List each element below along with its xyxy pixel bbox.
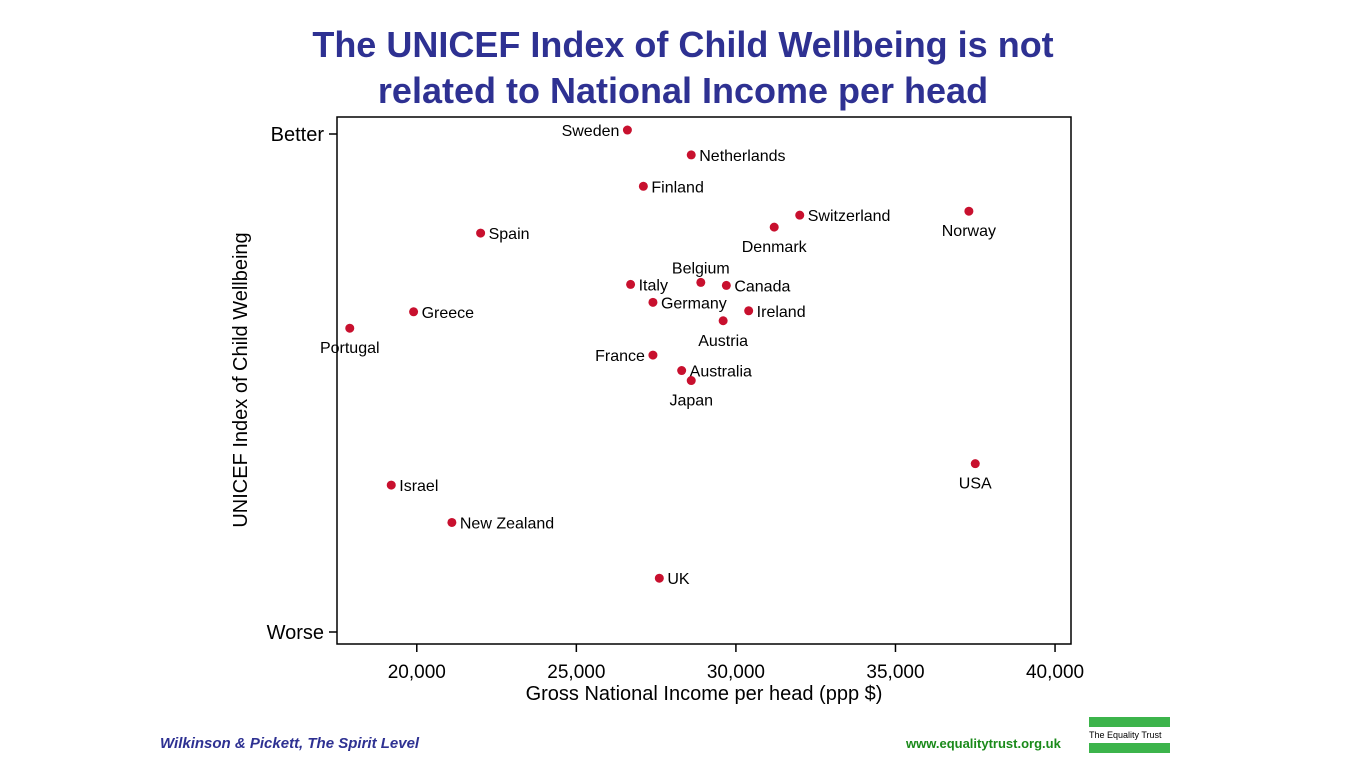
data-point <box>964 206 974 216</box>
data-point-label: Norway <box>942 223 996 240</box>
data-point-label: Ireland <box>757 304 806 321</box>
data-point <box>769 222 779 232</box>
data-point-label: Finland <box>651 179 703 196</box>
data-point-label: Italy <box>639 277 668 294</box>
chart-title: The UNICEF Index of Child Wellbeing is n… <box>0 22 1366 114</box>
data-point-label: Belgium <box>672 260 730 277</box>
data-point-label: Israel <box>399 478 438 495</box>
x-tick-label: 35,000 <box>866 662 924 683</box>
data-point <box>718 316 728 326</box>
equality-trust-logo: The Equality Trust <box>1089 717 1170 753</box>
data-point <box>622 125 632 135</box>
x-tick-label: 30,000 <box>707 662 765 683</box>
data-point <box>686 150 696 160</box>
data-point <box>721 280 731 290</box>
data-point <box>409 307 419 317</box>
data-point-label: Netherlands <box>699 148 785 165</box>
y-tick-label: Worse <box>267 622 324 644</box>
data-point-label: Denmark <box>742 239 808 256</box>
data-point <box>447 517 457 527</box>
data-point <box>638 181 648 191</box>
x-axis-label: Gross National Income per head (ppp $) <box>526 683 883 705</box>
data-points: Sweden Netherlands Finland Switzerland Norwa… <box>320 123 996 588</box>
data-point-label: Portugal <box>320 340 380 357</box>
data-point-label: Austria <box>698 333 748 350</box>
data-point-label: UK <box>667 571 690 588</box>
x-tick-label: 20,000 <box>388 662 446 683</box>
data-point-label: USA <box>959 476 992 493</box>
data-point-label: Switzerland <box>808 208 891 225</box>
data-point <box>476 228 486 238</box>
logo-bar-bottom <box>1089 743 1170 753</box>
website-link[interactable]: www.equalitytrust.org.uk <box>906 736 1061 751</box>
data-point <box>654 573 664 583</box>
data-point-label: New Zealand <box>460 515 554 532</box>
data-point <box>677 366 687 376</box>
data-point-label: Australia <box>690 364 752 381</box>
x-tick-label: 25,000 <box>547 662 605 683</box>
data-point <box>648 350 658 360</box>
data-point-label: France <box>595 348 645 365</box>
data-point-label: Sweden <box>562 123 620 140</box>
data-point <box>686 376 696 386</box>
data-point-label: Canada <box>734 278 790 295</box>
x-tick-label: 40,000 <box>1026 662 1084 683</box>
x-axis: 20,000 25,000 30,000 35,000 40,000 <box>388 644 1084 683</box>
data-point <box>626 279 636 289</box>
data-point <box>386 480 396 490</box>
data-point <box>795 210 805 220</box>
logo-text: The Equality Trust <box>1089 730 1162 740</box>
y-axis: Better Worse <box>267 124 337 644</box>
plot-frame <box>336 116 1072 645</box>
data-point <box>648 297 658 307</box>
data-point-label: Japan <box>669 393 713 410</box>
data-point <box>744 306 754 316</box>
data-point-label: Spain <box>489 226 530 243</box>
chart-title-line-1: The UNICEF Index of Child Wellbeing is n… <box>312 24 1054 65</box>
data-point-label: Greece <box>422 305 475 322</box>
logo-bar-top <box>1089 717 1170 727</box>
chart-title-line-2: related to National Income per head <box>377 70 989 111</box>
data-point-label: Germany <box>661 295 727 312</box>
data-point <box>345 323 355 333</box>
y-axis-label: UNICEF Index of Child Wellbeing <box>230 232 252 527</box>
data-point <box>970 459 980 469</box>
y-tick-label: Better <box>271 124 325 146</box>
citation: Wilkinson & Pickett, The Spirit Level <box>160 735 420 752</box>
data-point <box>696 277 706 287</box>
